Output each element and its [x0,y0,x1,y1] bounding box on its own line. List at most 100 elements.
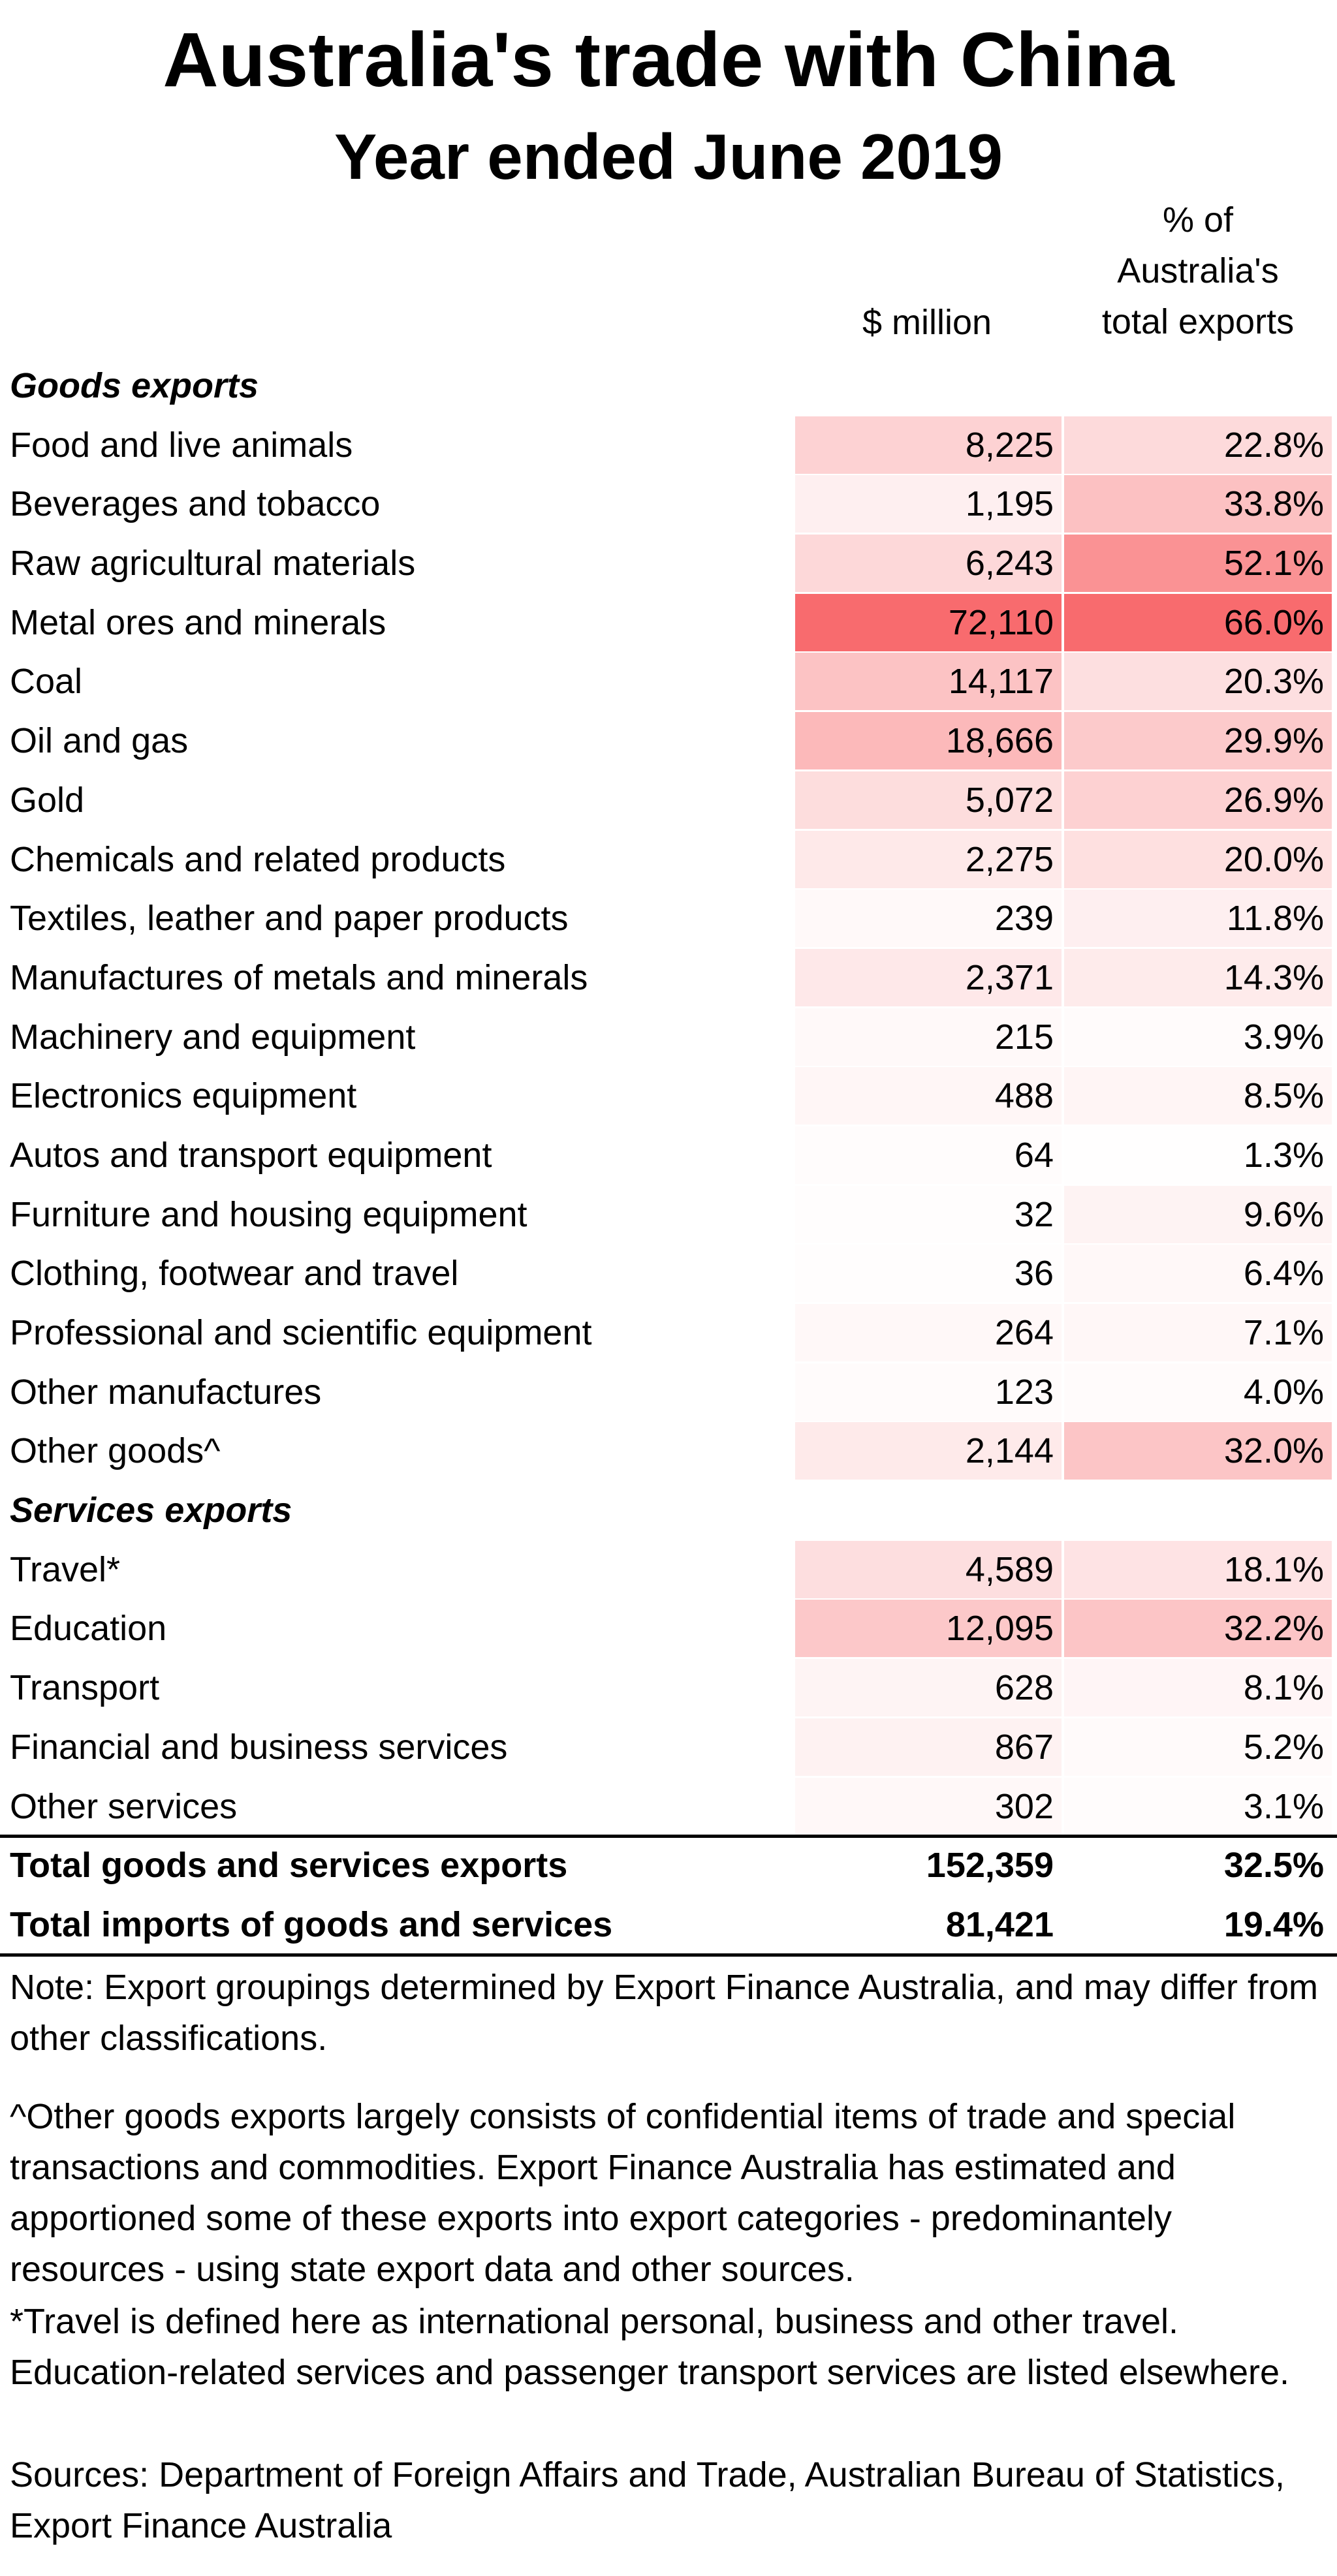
value-share-cell: 32.2% [1064,1600,1332,1658]
value-million-cell: 5,072 [795,771,1062,829]
value-million-cell: 8,225 [795,416,1062,474]
value-share-cell: 9.6% [1064,1185,1332,1243]
value-million-cell: 14,117 [795,653,1062,711]
value-share-cell: 5.2% [1064,1718,1332,1776]
column-header-million: $ million [793,297,1061,348]
note-travel: *Travel is defined here as international… [10,2302,1290,2392]
table-row: Financial and business services 867 5.2% [0,1718,1337,1777]
row-label: Beverages and tobacco [10,484,381,524]
row-label: Other goods^ [10,1431,221,1471]
row-label: Professional and scientific equipment [10,1313,592,1352]
value-share-cell: 19.4% [1223,1904,1324,1944]
row-label: Clothing, footwear and travel [10,1254,459,1294]
value-share-cell: 66.0% [1064,593,1332,651]
value-million-cell: 2,275 [795,830,1062,888]
value-million-cell: 302 [795,1777,1062,1835]
row-label: Transport [10,1668,160,1708]
row-label: Travel* [10,1549,121,1589]
column-header-line: Australia's [1117,251,1279,290]
value-million-cell: 215 [795,1008,1062,1066]
value-share-cell: 14.3% [1064,948,1332,1006]
value-million-cell: 2,144 [795,1422,1062,1480]
row-label: Furniture and housing equipment [10,1194,527,1234]
table-row: Transport 628 8.1% [0,1658,1337,1718]
value-million-cell: 628 [795,1659,1062,1717]
value-share-cell: 3.1% [1064,1777,1332,1835]
value-share-cell: 1.3% [1064,1126,1332,1184]
row-label: Financial and business services [10,1727,508,1767]
trade-table: Goods exports Food and live animals 8,225 2… [0,356,1337,1955]
row-label: Total imports of goods and services [10,1904,613,1944]
value-million-cell: 4,589 [795,1540,1062,1598]
row-label: Food and live animals [10,425,353,465]
column-header-share: % of Australia's total exports [1061,194,1335,347]
value-share-cell: 33.8% [1064,475,1332,533]
value-share-cell: 8.5% [1064,1067,1332,1125]
table-row: Machinery and equipment 215 3.9% [0,1008,1337,1067]
value-million-cell: 867 [795,1718,1062,1776]
table-row: Gold 5,072 26.9% [0,771,1337,830]
table-row: Food and live animals 8,225 22.8% [0,416,1337,475]
table-row: Clothing, footwear and travel 36 6.4% [0,1244,1337,1303]
table-row: Raw agricultural materials 6,243 52.1% [0,534,1337,593]
value-share-cell: 29.9% [1064,712,1332,770]
table-row: Other services 302 3.1% [0,1777,1337,1837]
row-label: Gold [10,780,85,820]
column-header-line: % of [1162,200,1234,240]
note-groupings: Note: Export groupings determined by Exp… [10,1968,1319,2058]
value-share-cell: 3.9% [1064,1008,1332,1066]
value-million-cell: 12,095 [795,1600,1062,1658]
table-row: Professional and scientific equipment 264… [0,1303,1337,1363]
row-label: Metal ores and minerals [10,602,386,642]
row-label: Oil and gas [10,721,189,761]
value-million-cell: 36 [795,1245,1062,1303]
value-share-cell: 52.1% [1064,535,1332,593]
value-million-cell: 1,195 [795,475,1062,533]
value-share-cell: 8.1% [1064,1659,1332,1717]
table-row: Textiles, leather and paper products 239 1… [0,889,1337,948]
value-million-cell: 123 [795,1363,1062,1421]
value-million-cell: 239 [795,890,1062,948]
row-label: Raw agricultural materials [10,544,416,583]
value-share-cell: 18.1% [1064,1540,1332,1598]
table-row: Other goods^ 2,144 32.0% [0,1421,1337,1481]
table-row: Manufactures of metals and minerals 2,371… [0,948,1337,1008]
value-share-cell: 20.0% [1064,830,1332,888]
note-sources: Sources: Department of Foreign Affairs a… [10,2455,1285,2545]
row-label: Textiles, leather and paper products [10,899,569,939]
section-header-row: Services exports [0,1481,1337,1540]
table-row: Chemicals and related products 2,275 20.0% [0,830,1337,890]
value-share-cell: 11.8% [1064,890,1332,948]
value-share-cell: 7.1% [1064,1304,1332,1361]
table-row: Oil and gas 18,666 29.9% [0,711,1337,771]
table-row: Other manufactures 123 4.0% [0,1363,1337,1422]
value-million-cell: 152,359 [926,1846,1054,1885]
table-row: Metal ores and minerals 72,110 66.0% [0,593,1337,653]
row-label: Coal [10,662,83,702]
row-label: Other manufactures [10,1372,322,1412]
totals-bottom-rule [0,1953,1337,1957]
row-label: Manufactures of metals and minerals [10,957,588,997]
note-other-goods: ^Other goods exports largely consists of… [10,2097,1236,2289]
value-share-cell: 22.8% [1064,416,1332,474]
table-row: Travel* 4,589 18.1% [0,1540,1337,1600]
value-share-cell: 26.9% [1064,771,1332,829]
row-label: Machinery and equipment [10,1017,416,1057]
value-million-cell: 32 [795,1185,1062,1243]
table-row: Electronics equipment 488 8.5% [0,1066,1337,1126]
table-row: Beverages and tobacco 1,195 33.8% [0,474,1337,534]
value-million-cell: 72,110 [795,593,1062,651]
value-million-cell: 64 [795,1126,1062,1184]
table-row: Education 12,095 32.2% [0,1599,1337,1658]
column-header-line: total exports [1101,302,1295,341]
value-million-cell: 2,371 [795,948,1062,1006]
section-header-row: Goods exports [0,356,1337,416]
row-label: Chemicals and related products [10,839,506,879]
table-row: Furniture and housing equipment 32 9.6% [0,1185,1337,1245]
section-label: Goods exports [10,366,259,405]
chart-title: Australia's trade with China [163,17,1174,103]
totals-top-rule [0,1834,1337,1838]
section-label: Services exports [10,1491,292,1530]
column-header-line: $ million [862,303,992,342]
value-share-cell: 32.0% [1064,1422,1332,1480]
